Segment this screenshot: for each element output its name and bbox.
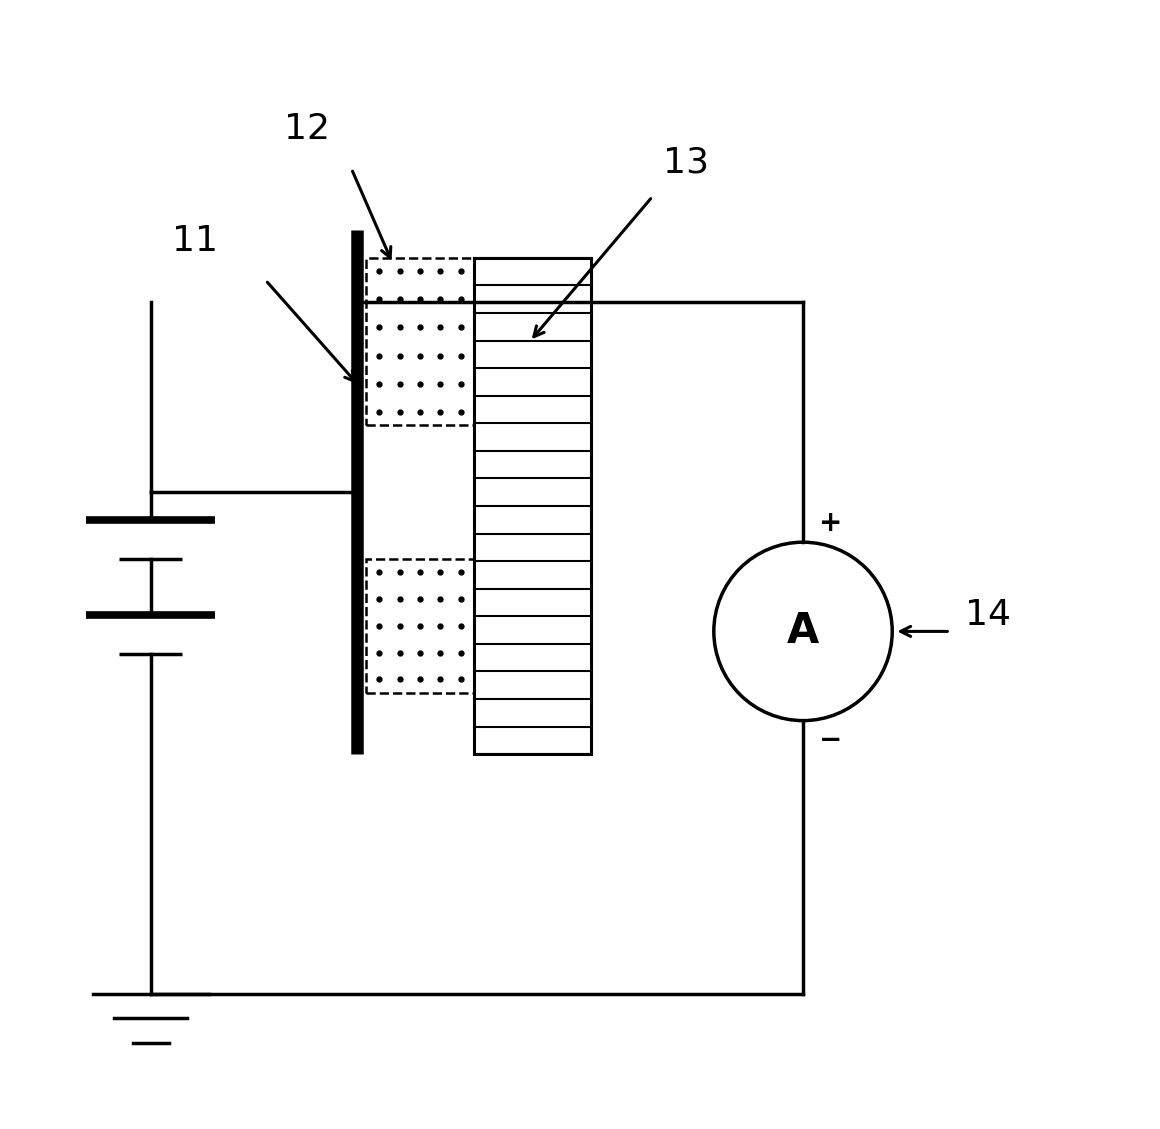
Bar <box>365 559 474 693</box>
Text: −: − <box>819 726 842 754</box>
Text: 12: 12 <box>284 112 329 147</box>
Text: 14: 14 <box>965 597 1010 632</box>
Text: 13: 13 <box>662 146 709 180</box>
Bar <box>474 257 592 754</box>
Bar <box>365 257 474 426</box>
Text: A: A <box>786 611 819 653</box>
Text: 11: 11 <box>173 224 218 257</box>
Text: +: + <box>819 509 842 536</box>
